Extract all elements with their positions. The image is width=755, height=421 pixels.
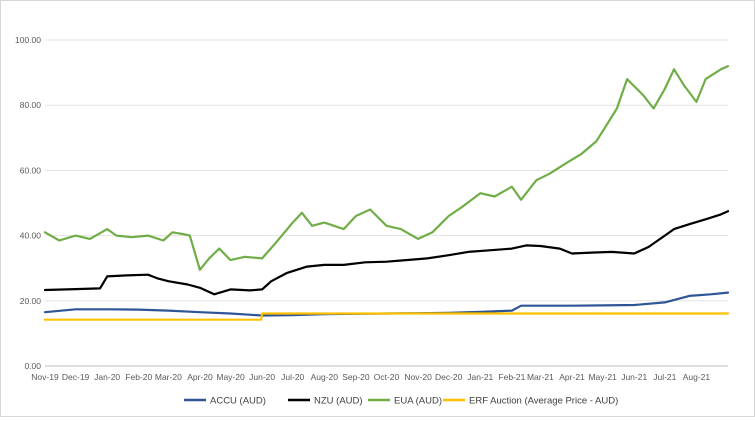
x-tick-label: Jun-21 bbox=[621, 372, 647, 382]
x-tick-label: May-20 bbox=[216, 372, 245, 382]
x-tick-label: Apr-20 bbox=[187, 372, 213, 382]
x-tick-label: Dec-19 bbox=[62, 372, 90, 382]
x-tick-label: May-21 bbox=[588, 372, 617, 382]
x-tick-label: Aug-21 bbox=[683, 372, 711, 382]
x-tick-label: Dec-20 bbox=[435, 372, 463, 382]
x-tick-label: Jul-21 bbox=[653, 372, 676, 382]
y-tick-label: 60.00 bbox=[20, 165, 42, 175]
x-tick-label: Jul-20 bbox=[281, 372, 304, 382]
x-tick-label: Jan-21 bbox=[467, 372, 493, 382]
y-tick-label: 20.00 bbox=[20, 296, 42, 306]
series-lines bbox=[43, 64, 730, 321]
x-tick-label: Mar-21 bbox=[527, 372, 554, 382]
series-line bbox=[43, 210, 730, 296]
x-tick-label: Feb-20 bbox=[125, 372, 152, 382]
x-tick-label: Jan-20 bbox=[94, 372, 120, 382]
x-tick-label: Nov-20 bbox=[404, 372, 432, 382]
legend-label: ACCU (AUD) bbox=[210, 396, 266, 407]
x-tick-label: Sep-20 bbox=[342, 372, 370, 382]
x-tick-label: Aug-20 bbox=[311, 372, 339, 382]
y-tick-label: 0.00 bbox=[24, 361, 41, 371]
x-tick-label: Mar-20 bbox=[155, 372, 182, 382]
series-line bbox=[43, 291, 730, 317]
x-tick-label: Nov-19 bbox=[31, 372, 59, 382]
legend-label: ERF Auction (Average Price - AUD) bbox=[469, 396, 618, 407]
legend: ACCU (AUD) NZU (AUD) EUA (AUD) ERF Auction … bbox=[184, 396, 618, 407]
x-tick-label: Apr-21 bbox=[559, 372, 585, 382]
series-line bbox=[43, 64, 730, 271]
y-tick-label: 40.00 bbox=[20, 231, 42, 241]
y-tick-label: 80.00 bbox=[20, 100, 42, 110]
y-tick-label: 100.00 bbox=[15, 35, 41, 45]
x-tick-label: Oct-20 bbox=[374, 372, 400, 382]
gridlines bbox=[45, 39, 728, 367]
x-tick-label: Jun-20 bbox=[249, 372, 275, 382]
legend-label: EUA (AUD) bbox=[394, 396, 442, 407]
series-line bbox=[43, 312, 730, 321]
x-tick-label: Feb-21 bbox=[498, 372, 525, 382]
legend-label: NZU (AUD) bbox=[314, 396, 363, 407]
